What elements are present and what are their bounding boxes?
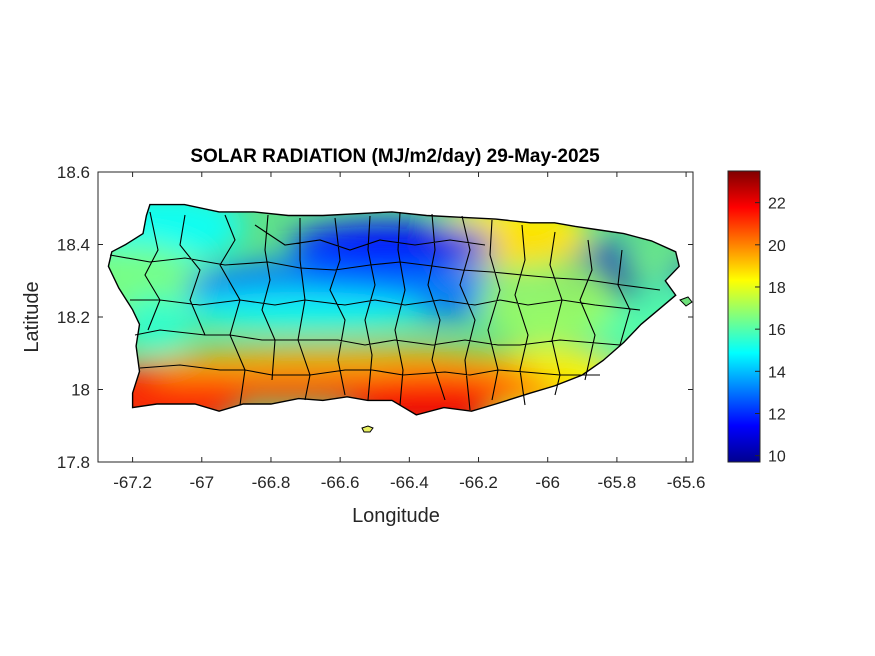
y-tick-label: 18.4	[57, 236, 90, 255]
field-band	[184, 291, 427, 328]
y-axis-ticks: 17.8 18 18.2 18.4 18.6	[57, 163, 693, 472]
field-band	[322, 375, 565, 404]
colorbar-tick-label: 22	[768, 196, 786, 213]
chart-title: SOLAR RADIATION (MJ/m2/day) 29-May-2025	[190, 146, 600, 167]
colorbar	[727, 170, 761, 463]
islet-caja-de-muerto	[361, 425, 374, 433]
field-band	[288, 222, 496, 267]
field-band	[606, 271, 642, 298]
islet-east	[679, 296, 693, 307]
municipality-lines	[109, 211, 661, 411]
x-tick-label: -66.2	[459, 473, 498, 492]
y-tick-label: 18.2	[57, 308, 90, 327]
field-band	[478, 255, 617, 343]
x-tick-label: -66.8	[252, 473, 291, 492]
municipality-boundaries	[109, 211, 661, 411]
x-axis-label: Longitude	[352, 505, 440, 527]
x-tick-label: -65.8	[598, 473, 637, 492]
field-band	[122, 295, 192, 354]
x-tick-label: -67	[189, 473, 214, 492]
y-tick-label: 17.8	[57, 453, 90, 472]
colorbar-tick-label: 12	[768, 407, 786, 424]
y-tick-label: 18.6	[57, 163, 90, 182]
x-axis-ticks: -67.2 -67 -66.8 -66.6 -66.4 -66.2 -66 -65.8 -65.…	[113, 172, 705, 492]
colorbar-tick-label: 10	[768, 449, 786, 466]
field-band	[623, 244, 680, 281]
x-tick-label: -67.2	[113, 473, 152, 492]
x-tick-label: -66	[535, 473, 560, 492]
y-tick-label: 18	[71, 381, 90, 400]
x-tick-label: -65.6	[667, 473, 706, 492]
colorbar-tick-label: 18	[768, 280, 786, 297]
x-tick-label: -66.6	[321, 473, 360, 492]
colorbar-tick-label: 14	[768, 364, 786, 381]
colorbar-ticks: 10 12 14 16 18 20 22	[755, 196, 786, 466]
x-tick-label: -66.4	[390, 473, 429, 492]
y-axis-label: Latitude	[21, 281, 43, 352]
colorbar-tick-label: 16	[768, 322, 786, 339]
island-outline	[107, 203, 680, 416]
colorbar-tick-label: 20	[768, 238, 786, 255]
